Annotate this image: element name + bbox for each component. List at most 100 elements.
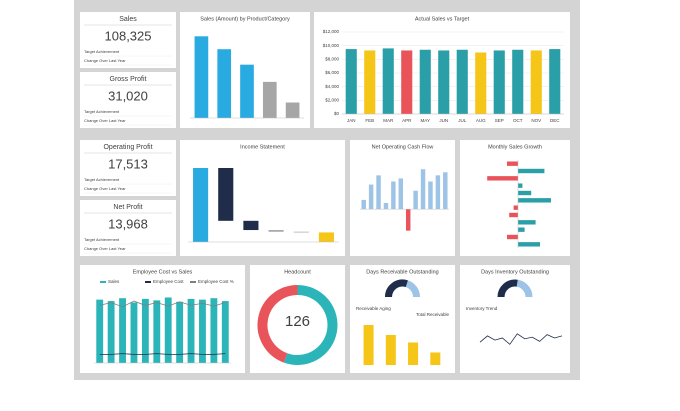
bar [518,227,525,232]
bar [487,176,518,181]
donut-segment [283,285,338,365]
bar [507,161,518,166]
panel [80,265,245,373]
chart-title: Actual Sales vs Target [415,16,470,22]
bar [518,198,551,203]
panel [80,200,176,256]
kpi-title: Net Profit [113,204,142,211]
chart-note: Total Receivable [416,312,450,317]
bar [419,49,431,115]
bar [391,181,396,210]
x-tick-label: MAR [383,118,394,123]
line [99,300,226,308]
bar [194,36,209,118]
legend-label: Sales [108,279,120,284]
bar [368,184,374,210]
y-tick-label: $2,000 [325,98,339,103]
kpi-title: Gross Profit [110,76,147,83]
bar [438,50,450,114]
bar [382,48,394,114]
y-tick-label: $12,000 [323,29,340,34]
kpi-row-label: Change Over Last Year [84,58,126,63]
bar [518,190,532,196]
bar [164,297,172,363]
panel [80,72,176,128]
bar [217,49,232,119]
x-tick-label: APR [402,118,412,123]
bar [443,172,448,210]
kpi-row-label: Change Over Last Year [84,186,126,191]
bar [435,175,441,210]
bar [96,299,104,363]
y-tick-label: $0 [334,111,340,116]
kpi-title: Sales [119,16,137,23]
bar [549,49,561,115]
bar [518,168,545,174]
chart-title: Monthly Sales Growth [488,144,542,150]
line [479,333,563,345]
kpi-row-label: Target Achievement [84,237,120,242]
bar [475,52,487,114]
bar [187,298,195,363]
bar [413,190,418,210]
bar [507,234,518,240]
bar [199,299,206,363]
bar [361,199,366,210]
chart-title: Net Operating Cash Flow [372,144,434,150]
bar [262,81,277,118]
kpi-row-label: Change Over Last Year [84,118,126,123]
bar [408,342,419,365]
chart-title: Days Inventory Outstanding [481,269,549,275]
waterfall-bar [193,167,209,242]
chart-subtitle: Receivable Aging [356,306,391,311]
chart-title: Headcount [284,269,311,275]
waterfall-bar [293,231,309,233]
y-tick-label: $4,000 [325,84,339,89]
donut-segment [257,285,298,363]
bar [398,178,404,210]
bar [141,298,149,363]
bar [345,49,357,115]
x-tick-label: NOV [531,118,541,123]
bar [176,301,184,363]
bar [240,64,254,118]
x-tick-label: JUN [439,118,448,123]
x-tick-label: JAN [347,118,356,123]
bar [518,220,536,225]
kpi-row-label: Target Achievement [84,49,120,54]
bar [456,49,468,115]
bar [383,203,389,210]
bar [430,352,441,365]
bar [513,205,518,210]
kpi-value: 31,020 [108,88,148,103]
bar [493,50,505,114]
kpi-title: Operating Profit [103,144,152,151]
kpi-row-label: Target Achievement [84,109,120,114]
bar [210,298,218,363]
x-tick-label: OCT [513,118,523,123]
x-tick-label: MAY [421,118,430,123]
bar [428,181,433,210]
chart-title: Days Receivable Outstanding [366,269,438,275]
x-tick-label: SEP [495,118,504,123]
bar [107,301,115,363]
chart-subtitle: Inventory Trend [466,306,498,311]
bar [509,212,518,218]
donut-total: 126 [285,313,310,330]
bar [285,102,300,118]
bar [401,50,413,114]
y-tick-label: $6,000 [325,70,339,75]
waterfall-bar [243,220,259,231]
kpi-value: 17,513 [108,156,148,171]
waterfall-bar [318,232,334,242]
waterfall-bar [268,230,284,232]
waterfall-bar [218,167,234,221]
panel [80,12,176,68]
bar [518,242,540,247]
legend-label: Employee Cost % [198,279,234,284]
bar [153,300,161,363]
x-tick-label: DEC [550,118,560,123]
panel [80,140,176,196]
legend-swatch [100,281,106,283]
